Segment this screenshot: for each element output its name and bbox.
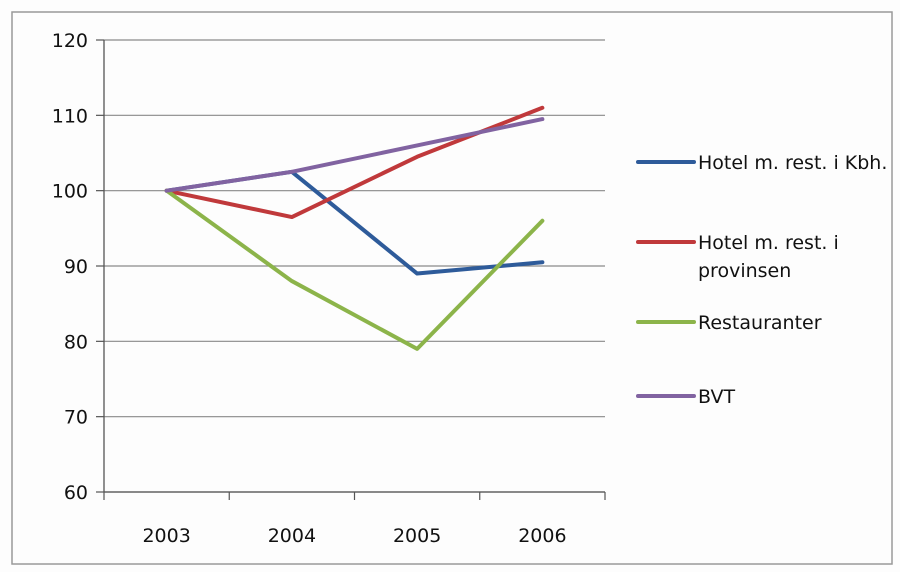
y-tick-label-60: 60 <box>64 482 88 504</box>
y-tick-label-110: 110 <box>52 105 88 127</box>
y-tick-label-80: 80 <box>64 331 88 353</box>
legend-label-0: Hotel m. rest. i Kbh. <box>698 152 887 174</box>
y-tick-label-120: 120 <box>52 30 88 52</box>
legend-label-2: Restauranter <box>698 312 822 334</box>
chart-border <box>11 11 893 565</box>
series-line-3 <box>164 117 545 193</box>
series-line-1 <box>164 105 545 220</box>
x-tick-label-2004: 2004 <box>268 525 316 547</box>
y-tick-label-70: 70 <box>64 407 88 429</box>
x-tick-label-2005: 2005 <box>393 525 441 547</box>
legend-label-1: Hotel m. rest. i provinsen <box>698 232 839 282</box>
x-tick-label-2006: 2006 <box>518 525 566 547</box>
x-tick-label-2003: 2003 <box>142 525 190 547</box>
legend-label-3: BVT <box>698 386 735 408</box>
series-line-2 <box>164 188 545 351</box>
y-tick-label-100: 100 <box>52 181 88 203</box>
y-tick-label-90: 90 <box>64 256 88 278</box>
